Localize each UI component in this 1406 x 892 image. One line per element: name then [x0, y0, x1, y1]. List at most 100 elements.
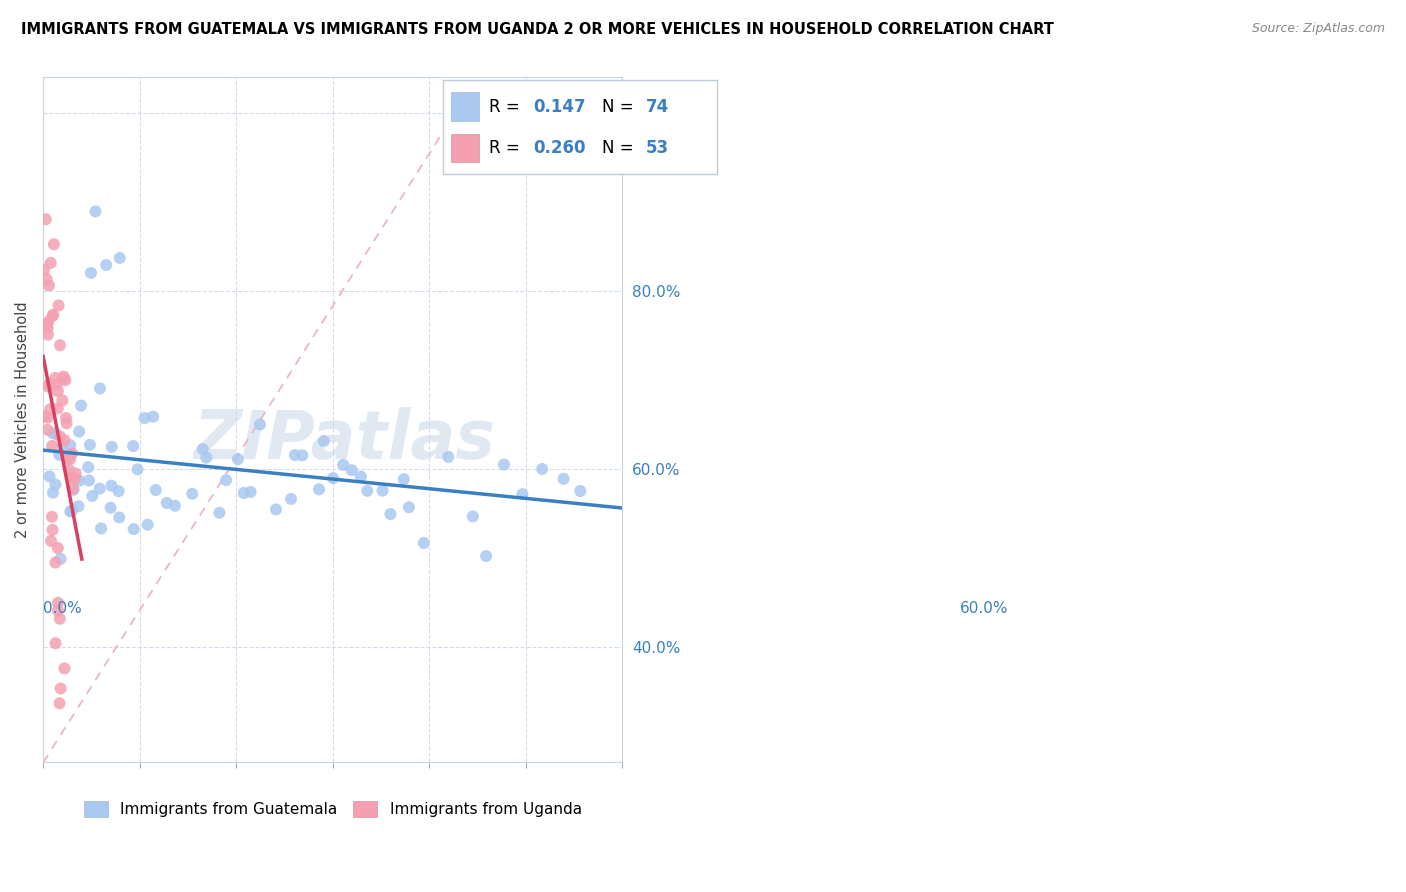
- Text: 0.260: 0.260: [533, 139, 586, 157]
- Point: [108, 510, 131, 524]
- Text: ZIPatlas: ZIPatlas: [194, 408, 495, 474]
- Point: [232, 486, 254, 500]
- Text: 60.0%: 60.0%: [960, 601, 1008, 616]
- Point: [38, 376, 60, 391]
- Point: [45, 426, 67, 441]
- Point: [134, 411, 156, 425]
- Point: [392, 472, 415, 486]
- Point: [41, 439, 63, 453]
- Point: [96, 258, 118, 272]
- Point: [45, 377, 67, 392]
- Point: [356, 483, 378, 498]
- Legend: Immigrants from Guatemala, Immigrants from Uganda: Immigrants from Guatemala, Immigrants fr…: [77, 795, 588, 823]
- Point: [312, 434, 335, 448]
- Point: [59, 452, 82, 467]
- Point: [249, 417, 271, 432]
- Y-axis label: 2 or more Vehicles in Household: 2 or more Vehicles in Household: [15, 301, 30, 538]
- Point: [191, 442, 214, 456]
- Point: [136, 517, 159, 532]
- Text: 0.0%: 0.0%: [44, 601, 82, 616]
- Point: [42, 237, 65, 252]
- Point: [340, 463, 363, 477]
- Text: 0.147: 0.147: [533, 97, 586, 115]
- Point: [37, 379, 59, 393]
- Point: [49, 338, 72, 352]
- Point: [412, 536, 434, 550]
- Point: [142, 409, 165, 424]
- Point: [44, 556, 66, 570]
- Point: [32, 262, 55, 277]
- Point: [49, 551, 72, 566]
- Text: Source: ZipAtlas.com: Source: ZipAtlas.com: [1251, 22, 1385, 36]
- Point: [67, 500, 90, 514]
- Text: N =: N =: [602, 139, 638, 157]
- Point: [44, 371, 66, 385]
- Point: [41, 309, 63, 323]
- Point: [58, 463, 80, 477]
- Point: [461, 509, 484, 524]
- Point: [59, 504, 82, 518]
- Point: [48, 448, 70, 462]
- Point: [69, 474, 91, 488]
- Point: [35, 318, 58, 332]
- Point: [39, 402, 62, 417]
- Point: [82, 489, 104, 503]
- Point: [215, 473, 238, 487]
- Point: [37, 327, 59, 342]
- Point: [108, 251, 131, 265]
- Text: 53: 53: [645, 139, 669, 157]
- Point: [44, 636, 66, 650]
- Point: [38, 469, 60, 483]
- Point: [62, 482, 84, 496]
- Point: [46, 541, 69, 555]
- Bar: [451, 93, 478, 120]
- Point: [77, 460, 100, 475]
- Point: [51, 393, 73, 408]
- Point: [100, 500, 122, 515]
- Point: [55, 417, 77, 431]
- Point: [553, 472, 575, 486]
- Point: [280, 491, 302, 506]
- Point: [52, 371, 75, 385]
- Point: [53, 661, 76, 675]
- Point: [44, 477, 66, 491]
- Point: [492, 458, 515, 472]
- Text: 74: 74: [645, 97, 669, 115]
- Point: [90, 521, 112, 535]
- Point: [42, 308, 65, 322]
- Point: [89, 381, 111, 395]
- Point: [49, 681, 72, 696]
- Point: [350, 469, 373, 483]
- Point: [60, 446, 83, 460]
- Text: R =: R =: [489, 97, 526, 115]
- Point: [181, 487, 204, 501]
- Point: [163, 499, 186, 513]
- Point: [63, 472, 86, 486]
- Point: [37, 315, 59, 329]
- Point: [569, 483, 592, 498]
- Text: N =: N =: [602, 97, 638, 115]
- Point: [380, 507, 402, 521]
- Point: [55, 411, 77, 425]
- Point: [46, 596, 69, 610]
- Point: [42, 485, 65, 500]
- Point: [48, 696, 70, 710]
- Point: [60, 503, 83, 517]
- Point: [39, 256, 62, 270]
- Point: [145, 483, 167, 497]
- Point: [156, 496, 179, 510]
- Point: [60, 470, 83, 484]
- Point: [34, 409, 56, 424]
- Point: [89, 482, 111, 496]
- Point: [371, 483, 394, 498]
- Point: [49, 612, 72, 626]
- Point: [107, 484, 129, 499]
- Point: [437, 450, 460, 464]
- Point: [41, 523, 63, 537]
- Point: [46, 384, 69, 399]
- Point: [35, 272, 58, 286]
- Point: [291, 448, 314, 462]
- Point: [48, 298, 70, 312]
- Point: [77, 474, 100, 488]
- Point: [38, 278, 60, 293]
